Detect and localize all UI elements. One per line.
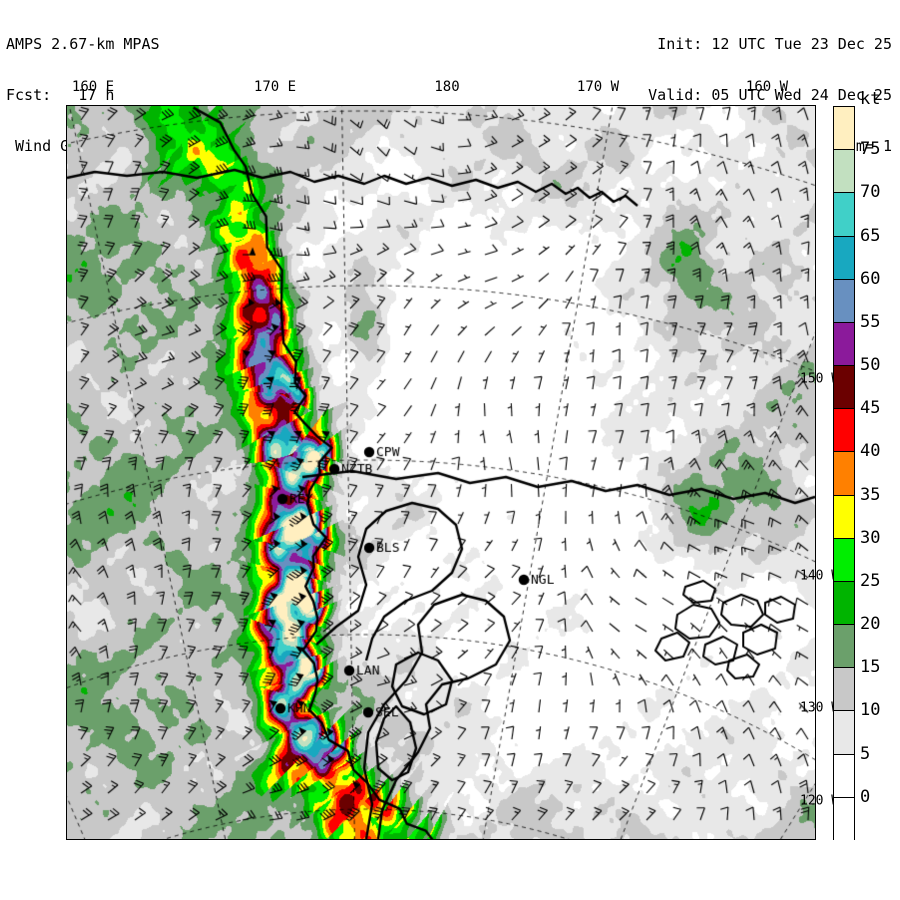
colorbar-tick-45: 45 [860,398,881,419]
colorbar-cell-11[interactable] [834,322,854,367]
colorbar-tick-65: 65 [860,225,881,246]
colorbar-cell-1[interactable] [834,754,854,798]
colorbar-cell-16[interactable] [834,107,854,151]
valid-time: Valid: 05 UTC Wed 24 Dec 25 [648,86,892,104]
colorbar-tick-0: 0 [860,786,871,807]
colorbar-cell-3[interactable] [834,668,854,712]
lon-tick-right-2: 130 W [800,700,840,716]
lon-tick-top-4: 160 W [745,79,789,95]
colorbar-tick-55: 55 [860,311,881,332]
colorbar-cell-9[interactable] [834,409,854,453]
colorbar-cell-8[interactable] [834,452,854,496]
colorbar-cell-13[interactable] [834,236,854,280]
colorbar-cell-0[interactable] [834,797,854,841]
colorbar-cell-15[interactable] [834,150,854,194]
colorbar-cell-12[interactable] [834,279,854,323]
colorbar-cell-2[interactable] [834,711,854,755]
colorbar-cell-7[interactable] [834,495,854,539]
colorbar-cell-5[interactable] [834,581,854,626]
lon-tick-top-0: 160 E [71,79,115,95]
colorbar-tick-35: 35 [860,484,881,505]
colorbar-tick-20: 20 [860,614,881,635]
lon-tick-right-1: 140 W [800,568,840,584]
colorbar-tick-70: 70 [860,182,881,203]
colorbar-tick-5: 5 [860,743,871,764]
colorbar-tick-15: 15 [860,657,881,678]
map-panel[interactable] [66,105,816,840]
model-title: AMPS 2.67-km MPAS [6,35,160,53]
colorbar-tick-30: 30 [860,527,881,548]
colorbar-cell-10[interactable] [834,366,854,410]
colorbar-tick-40: 40 [860,441,881,462]
colorbar-tick-50: 50 [860,355,881,376]
header-right-block: Init: 12 UTC Tue 23 Dec 25 Valid: 05 UTC… [648,2,892,172]
lon-tick-top-1: 170 E [253,79,297,95]
lon-tick-top-2: 180 [434,79,460,95]
colorbar-cell-4[interactable] [834,625,854,669]
lon-tick-right-0: 150 W [800,371,840,387]
colorbar-tick-25: 25 [860,570,881,591]
wind-gust-field [67,106,815,839]
colorbar-unit-label: kt [860,89,881,109]
forecast-hour: Fcst: 17 h [6,86,115,104]
colorbar-cell-14[interactable] [834,193,854,237]
colorbar-cell-6[interactable] [834,538,854,582]
lon-tick-top-3: 170 W [576,79,620,95]
init-time: Init: 12 UTC Tue 23 Dec 25 [657,35,892,53]
colorbar-tick-75: 75 [860,139,881,160]
lon-tick-right-3: 120 W [800,793,840,809]
colorbar-tick-10: 10 [860,700,881,721]
colorbar-tick-60: 60 [860,268,881,289]
colorbar[interactable] [833,106,855,841]
